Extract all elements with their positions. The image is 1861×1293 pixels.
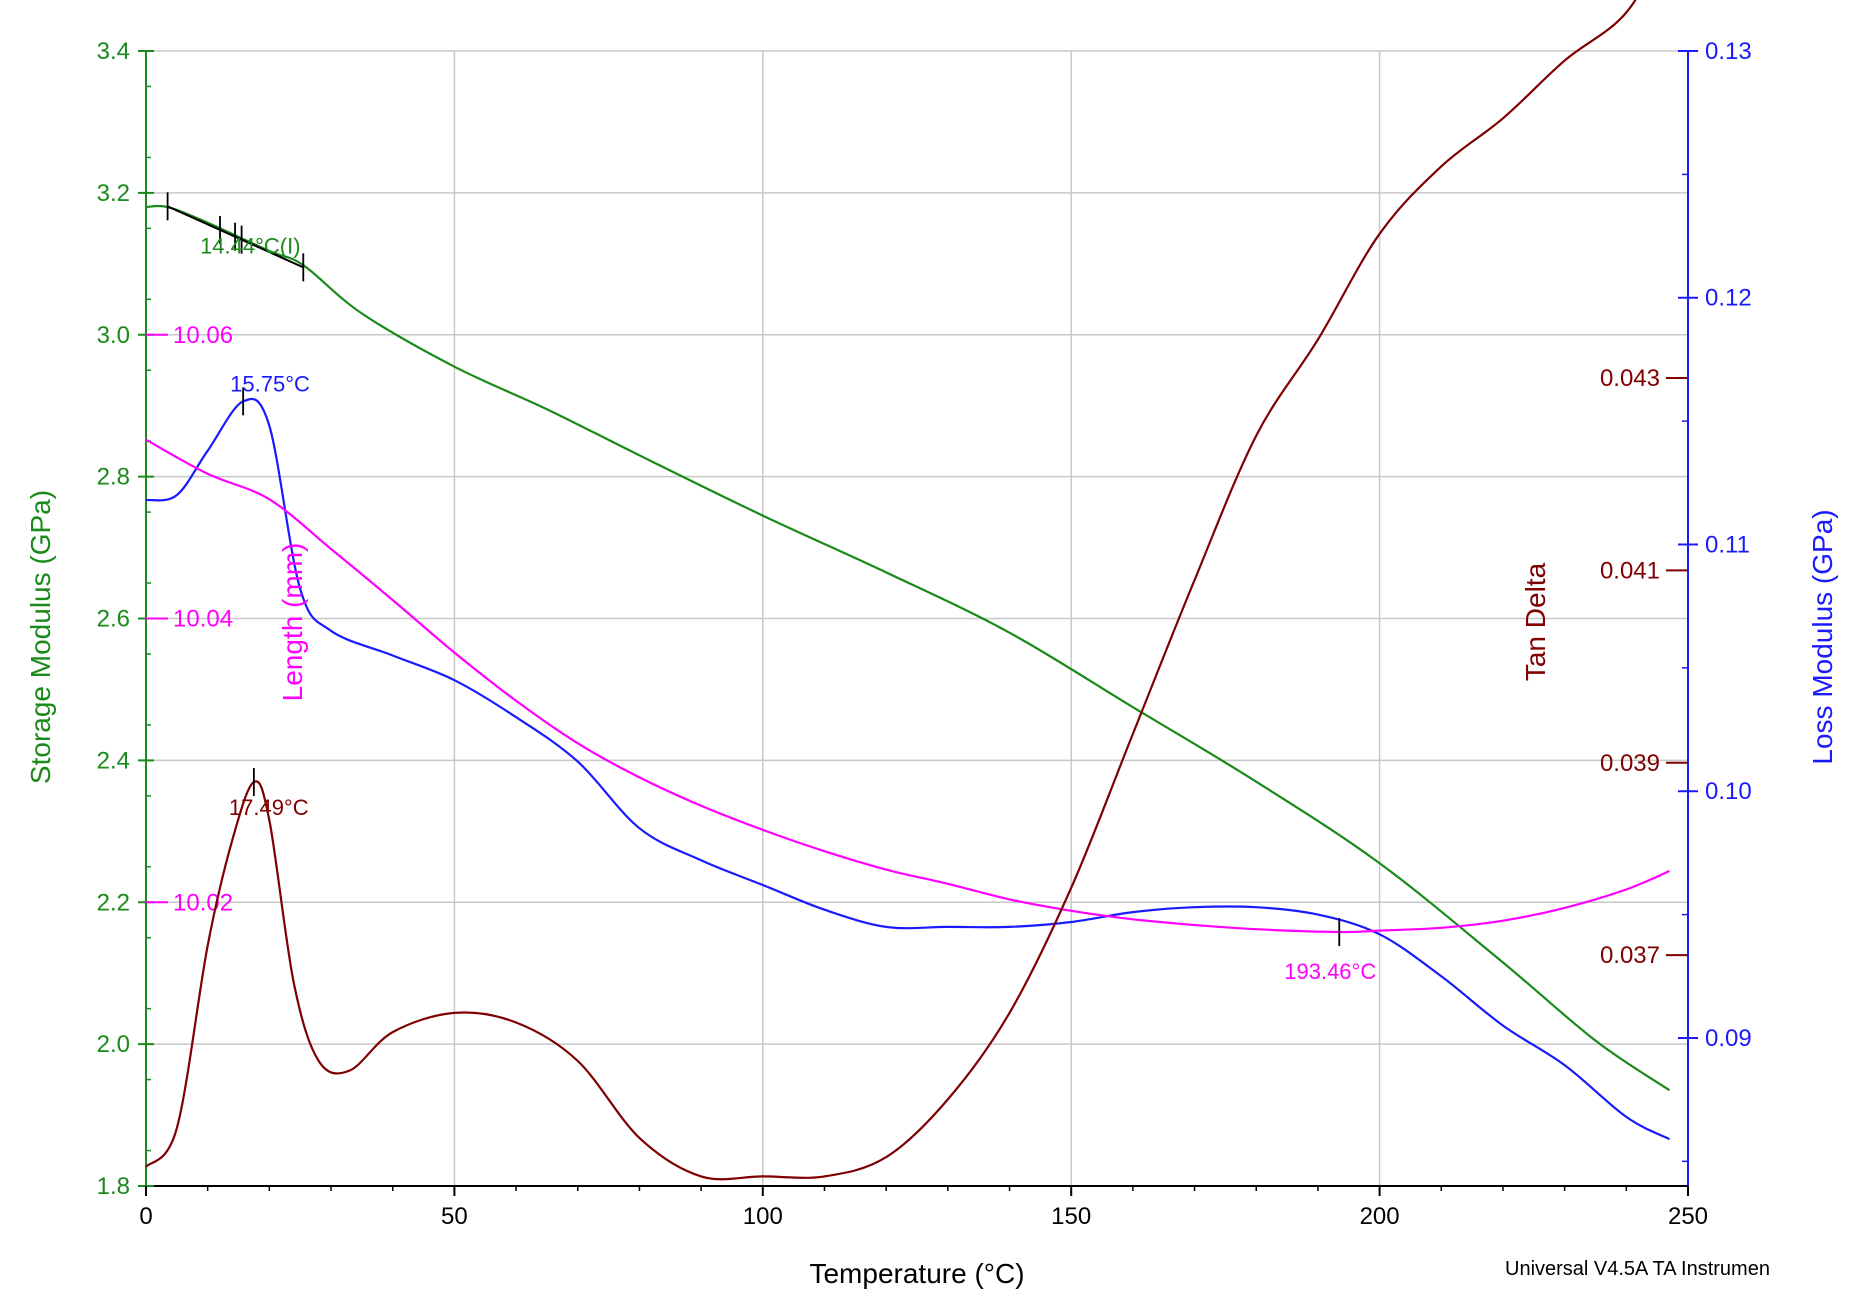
x-axis-title: Temperature (°C)	[809, 1258, 1024, 1289]
storage-tick-label: 2.0	[97, 1031, 130, 1058]
tan-axis-ticks: 0.037 0.039 0.041 0.043	[1600, 365, 1688, 969]
length-axis-title: Length (mm)	[277, 543, 308, 702]
loss-tick-label: 0.12	[1705, 285, 1752, 312]
storage-tick-label: 3.2	[97, 180, 130, 207]
x-tick-label: 100	[743, 1203, 783, 1230]
length-axis-ticks: 10.02 10.04 10.06	[146, 322, 233, 916]
x-axis-ticks: 0 50 100 150 200 250	[139, 1186, 1708, 1230]
series-layer	[145, 0, 1671, 1181]
series-length-line	[145, 438, 1670, 934]
storage-axis-title: Storage Modulus (GPa)	[25, 490, 56, 784]
loss-tick-label: 0.09	[1705, 1025, 1752, 1052]
length-tick-label: 10.04	[173, 606, 233, 633]
length-tick-label: 10.06	[173, 322, 233, 349]
storage-tick-label: 3.0	[97, 322, 130, 349]
onset-layer	[166, 192, 305, 282]
x-tick-label: 200	[1360, 1203, 1400, 1230]
loss-tick-label: 0.13	[1705, 38, 1752, 65]
storage-tick-label: 2.4	[97, 747, 130, 774]
series-tan-delta-line	[145, 0, 1637, 1181]
storage-tick-label: 2.6	[97, 606, 130, 633]
x-tick-label: 150	[1051, 1203, 1091, 1230]
annotation-label: 17.49°C	[229, 795, 309, 820]
storage-tick-label: 2.2	[97, 889, 130, 916]
footer-credit: Universal V4.5A TA Instrumen	[1505, 1258, 1770, 1280]
storage-tick-label: 1.8	[97, 1173, 130, 1200]
series-storage-modulus-line	[145, 204, 1671, 1092]
tan-tick-label: 0.043	[1600, 365, 1660, 392]
annotation-label: 15.75°C	[230, 371, 310, 396]
storage-tick-label: 3.4	[97, 38, 130, 65]
length-tick-label: 10.02	[173, 889, 233, 916]
grid-lines	[146, 51, 1688, 1186]
series-loss-modulus-line	[145, 398, 1671, 1141]
x-tick-label: 0	[139, 1203, 152, 1230]
annotation-label: 14.44°C(I)	[200, 233, 301, 258]
tan-tick-label: 0.037	[1600, 942, 1660, 969]
storage-tick-label: 2.8	[97, 464, 130, 491]
storage-axis-ticks: 1.8 2.0 2.2 2.4 2.6 2.8 3.0 3.2 3.4	[97, 38, 154, 1200]
x-tick-label: 50	[441, 1203, 468, 1230]
loss-tick-label: 0.10	[1705, 778, 1752, 805]
loss-axis-title: Loss Modulus (GPa)	[1807, 509, 1838, 764]
x-tick-label: 250	[1668, 1203, 1708, 1230]
tan-axis-title: Tan Delta	[1520, 562, 1551, 681]
loss-tick-label: 0.11	[1705, 531, 1750, 558]
loss-axis-ticks: 0.09 0.10 0.11 0.12 0.13	[1678, 38, 1752, 1163]
annotation-label: 193.46°C	[1284, 959, 1376, 984]
annotation-layer: 14.44°C(I) 15.75°C 17.49°C 193.46°C	[200, 233, 1376, 984]
tan-tick-label: 0.041	[1600, 557, 1660, 584]
tan-tick-label: 0.039	[1600, 750, 1660, 777]
